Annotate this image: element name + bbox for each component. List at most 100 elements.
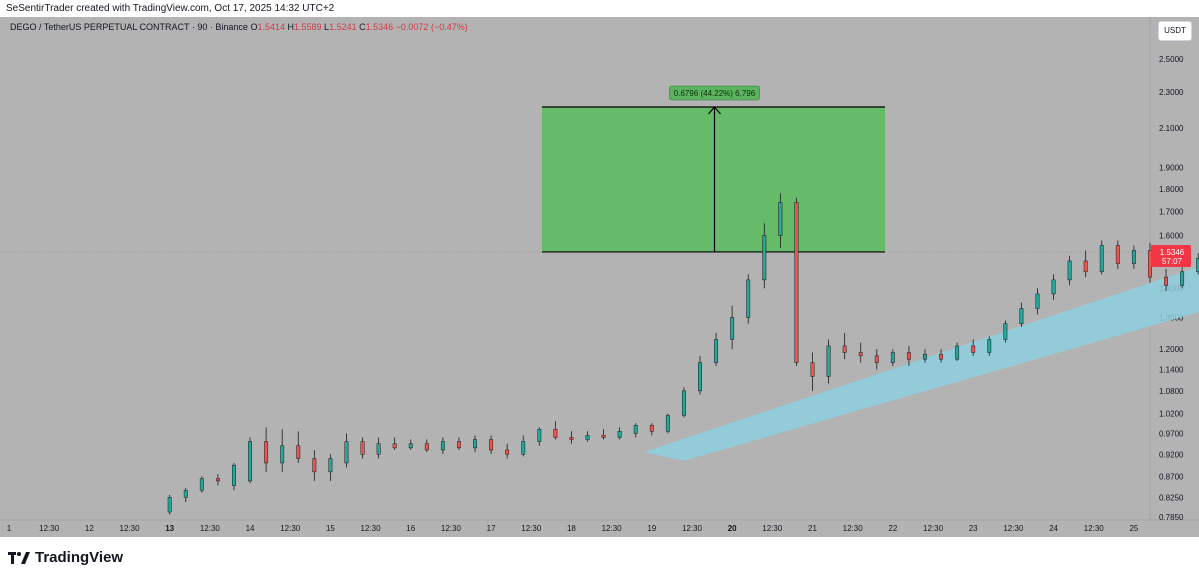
candle-body [569, 437, 574, 440]
candle-body [232, 464, 236, 486]
candle-body [1164, 276, 1168, 286]
candle-body [424, 443, 429, 451]
candle-body [1067, 260, 1072, 281]
time-tick: 23 [969, 524, 978, 533]
price-tick: 1.2000 [1159, 345, 1184, 354]
candle-body [457, 441, 461, 449]
candle-body [1083, 260, 1088, 272]
close-label: C [359, 22, 366, 32]
time-tick: 21 [808, 524, 817, 533]
low-label: L [324, 22, 330, 32]
time-tick: 12:30 [923, 524, 944, 533]
bar-countdown: 57:07 [1162, 257, 1183, 266]
candle-body [633, 425, 638, 434]
currency-button[interactable]: USDT [1158, 21, 1192, 41]
candle-body [296, 445, 301, 459]
time-tick: 25 [1129, 524, 1138, 533]
price-tick: 0.9200 [1159, 450, 1184, 459]
target-arrow-head [708, 106, 721, 115]
target-label: 0.6796 (44.22%) 6,796 [674, 89, 756, 98]
candle-body [1115, 245, 1120, 264]
candle-body [955, 345, 960, 360]
price-tick: 1.0200 [1159, 409, 1184, 418]
candle-body [665, 415, 670, 432]
price-tick: 2.1000 [1159, 124, 1184, 133]
candle-body [746, 279, 751, 318]
rising-channel-zone[interactable] [643, 247, 1199, 461]
candle-body [1003, 323, 1008, 340]
candle-body [906, 352, 911, 360]
low-value: 1.5241 [329, 22, 357, 32]
price-tick: 1.8000 [1159, 185, 1184, 194]
tradingview-logo[interactable]: TradingView [8, 549, 123, 566]
candle-body [521, 441, 526, 455]
symbol-legend[interactable]: DEGO / TetherUS PERPETUAL CONTRACT · 90 … [10, 22, 468, 32]
time-tick: 12:30 [280, 524, 301, 533]
time-tick: 12:30 [200, 524, 221, 533]
price-tick: 1.9000 [1159, 164, 1184, 173]
candle-body [1099, 245, 1104, 272]
candle-body [167, 497, 172, 513]
candle-body [617, 431, 622, 438]
symbol-name[interactable]: DEGO / TetherUS PERPETUAL CONTRACT · 90 … [10, 22, 248, 32]
candle-body [553, 429, 558, 438]
candle-body [939, 353, 944, 360]
time-tick: 19 [647, 524, 656, 533]
candle-body [1131, 250, 1136, 264]
candle-body [842, 345, 847, 353]
candle-body [826, 345, 831, 377]
time-tick: 12 [85, 524, 94, 533]
time-tick: 12:30 [39, 524, 60, 533]
price-tick: 0.8700 [1159, 472, 1184, 481]
time-tick: 22 [888, 524, 897, 533]
price-tick: 1.6000 [1159, 231, 1184, 240]
candle-body [312, 458, 317, 473]
open-value: 1.5414 [257, 22, 285, 32]
candles [167, 193, 1199, 515]
high-label: H [287, 22, 295, 32]
price-tick: 1.0800 [1159, 387, 1184, 396]
time-tick: 16 [406, 524, 415, 533]
candle-body [1051, 279, 1056, 295]
close-value: 1.5346 [365, 22, 394, 32]
change-value: −0.0072 (−0.47%) [395, 22, 468, 32]
candle-body [215, 478, 220, 482]
candle-body [890, 352, 895, 363]
candle-body [199, 478, 204, 491]
candle-body [440, 441, 445, 451]
candle-body [971, 345, 976, 353]
candle-body [1019, 308, 1024, 324]
time-tick: 12:30 [762, 524, 783, 533]
time-tick: 13 [165, 524, 174, 533]
candle-body [649, 425, 654, 432]
candle-body [585, 435, 590, 440]
candle-body [714, 339, 719, 363]
chart-area[interactable] [0, 17, 1199, 537]
candle-body [730, 317, 735, 340]
candle-body [264, 441, 269, 464]
tradingview-logo-icon [8, 551, 30, 564]
candle-body [698, 362, 702, 392]
price-tick: 0.9700 [1159, 429, 1184, 438]
time-tick: 12:30 [602, 524, 623, 533]
high-value: 1.5589 [294, 22, 322, 32]
candle-body [1180, 271, 1185, 286]
candle-body [858, 352, 863, 357]
last-price-tag [1151, 244, 1191, 267]
time-tick: 20 [728, 524, 737, 533]
candle-body [987, 339, 992, 353]
time-tick: 12:30 [843, 524, 864, 533]
candle-body [248, 441, 253, 482]
time-tick: 12:30 [120, 524, 141, 533]
time-tick: 12:30 [1003, 524, 1024, 533]
candle-body [794, 202, 799, 363]
time-tick: 12:30 [682, 524, 703, 533]
candle-body [376, 443, 381, 455]
candle-body [489, 439, 494, 451]
candle-body [1035, 293, 1040, 309]
time-tick: 1 [7, 524, 12, 533]
candle-body [923, 353, 927, 360]
time-axis[interactable]: 1 12:30 12 12:30 13 12:30 14 12:30 15 12:30 16 12:3… [7, 524, 1139, 533]
target-zone[interactable] [542, 106, 885, 252]
